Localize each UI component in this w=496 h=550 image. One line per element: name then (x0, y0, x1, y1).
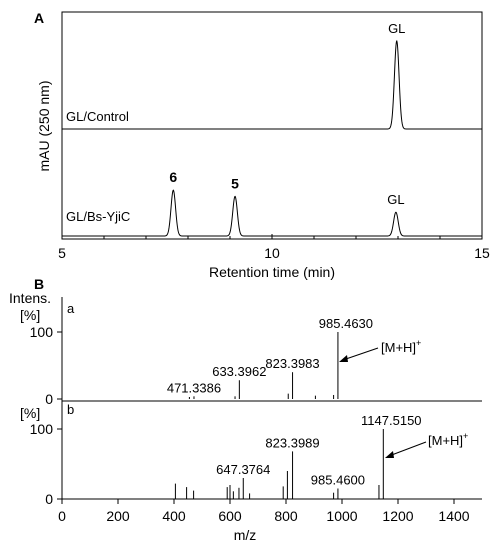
ms-peak-label: 823.3989 (265, 435, 319, 450)
ion-arrow-a (342, 347, 379, 361)
panel-b-y-tick-label: 0 (45, 391, 53, 407)
panel-a-xlabel: Retention time (min) (209, 264, 335, 280)
spectrum-b-sticks: 647.3764 823.3989 985.4600 1147.5150 (174, 413, 422, 499)
ion-arrow-b (388, 441, 427, 457)
panel-b-x-tick-label: 1200 (382, 508, 413, 524)
panel-a: A mAU (250 nm) Retention time (min) 5 10 1… (34, 10, 490, 280)
panel-b-y-tick-label: 100 (30, 324, 54, 340)
ion-label-a: [M+H]+ (381, 338, 421, 355)
ms-peak-label: 471.3386 (167, 380, 221, 395)
panel-a-x-ticks: 5 10 15 (58, 234, 490, 261)
panel-b-xlabel: m/z (234, 527, 257, 543)
ion-arrowhead-b (385, 451, 394, 458)
panel-a-peak-labels: GL 6 5 GL (169, 21, 405, 207)
panel-b-x-tick-label: 1000 (326, 508, 357, 524)
ion-arrowhead-a (339, 355, 348, 362)
panel-b-x-tick-label: 1400 (438, 508, 469, 524)
panel-b-yunit-a: [%] (20, 307, 40, 323)
panel-a-x-tick-label: 10 (264, 245, 280, 261)
series-label-gl-control: GL/Control (66, 109, 129, 124)
panel-b-y-tick-label: 100 (30, 421, 54, 437)
panel-b-x-tick-label: 0 (58, 508, 66, 524)
panel-b-x-tick-label: 400 (162, 508, 186, 524)
ms-peak-label: 633.3962 (212, 364, 266, 379)
panel-b-x-tick-label: 800 (274, 508, 298, 524)
ms-peak-label: 647.3764 (216, 462, 270, 477)
series-label-gl-bs-yjic: GL/Bs-YjiC (66, 209, 130, 224)
peak-label: GL (388, 21, 405, 36)
panel-a-label: A (34, 10, 44, 26)
peak-label: 5 (231, 175, 239, 191)
ms-peak-label: 985.4600 (311, 473, 365, 488)
panel-b-ylabel: Intens. (9, 290, 51, 306)
panel-a-frame (61, 11, 483, 240)
spectrum-b-label: b (67, 402, 74, 417)
ms-peak-label: 823.3983 (265, 356, 319, 371)
trace-gl-bs-yjic (62, 189, 482, 237)
panel-b-y-ticks: 0 100 0 100 (30, 324, 62, 507)
ms-peak-label: 1147.5150 (361, 413, 422, 428)
peak-label: GL (387, 192, 404, 207)
panel-a-ylabel: mAU (250 nm) (36, 80, 52, 171)
panel-a-x-tick-label: 5 (58, 245, 66, 261)
panel-b-y-tick-label: 0 (45, 491, 53, 507)
ion-label-b: [M+H]+ (428, 431, 468, 448)
panel-b-x-tick-label: 600 (218, 508, 242, 524)
panel-b-yunit-b: [%] (20, 405, 40, 421)
ms-peak-label: 985.4630 (319, 316, 373, 331)
panel-b-label: B (34, 276, 44, 292)
peak-label: 6 (169, 169, 177, 185)
spectrum-a-label: a (67, 301, 75, 316)
trace-gl-control (62, 39, 482, 130)
panel-b-x-ticks: 0 200 400 600 800 1000 1200 1400 (58, 499, 470, 524)
panel-b-x-tick-label: 200 (106, 508, 130, 524)
panel-a-x-tick-label: 15 (474, 245, 490, 261)
